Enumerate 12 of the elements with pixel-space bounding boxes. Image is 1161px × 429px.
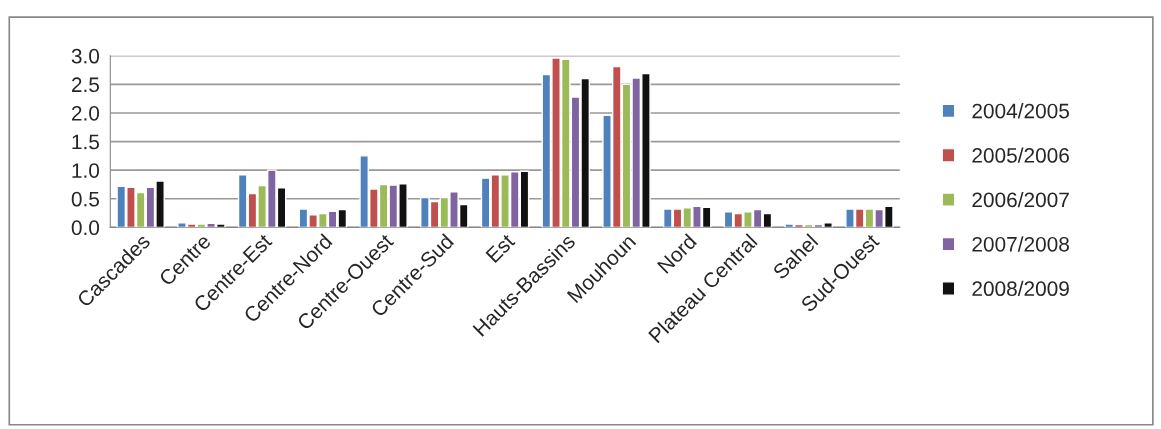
y-tick-label: 0.5 xyxy=(71,191,100,207)
y-tick-label: 3.0 xyxy=(71,48,100,64)
legend-label: 2008/2009 xyxy=(972,280,1069,297)
legend-label: 2007/2008 xyxy=(972,236,1069,252)
legend-label: 2006/2007 xyxy=(972,191,1069,208)
legend-label: 2004/2005 xyxy=(972,103,1069,119)
legend-label: 2005/2006 xyxy=(972,147,1069,163)
y-tick-label: 2.5 xyxy=(71,77,100,93)
y-tick-label: 1.5 xyxy=(72,134,100,150)
y-tick-label: 2.0 xyxy=(71,105,100,121)
y-tick-label: 0.0 xyxy=(71,220,100,236)
y-tick-label: 1.0 xyxy=(72,163,100,178)
